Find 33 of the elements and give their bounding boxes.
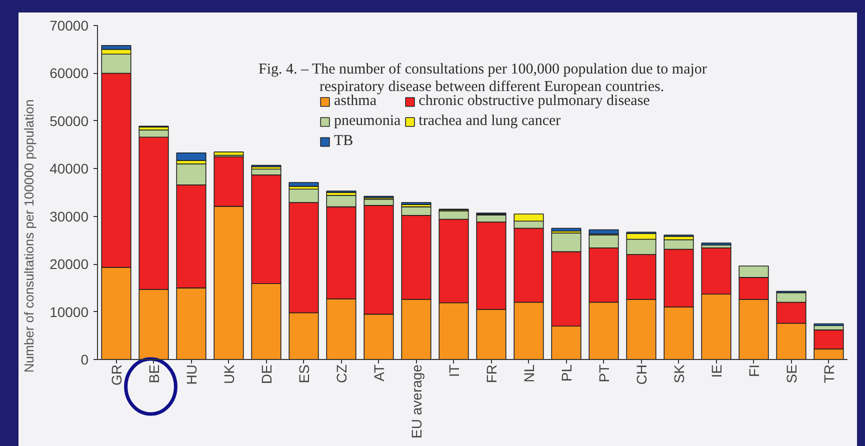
legend-label: pneumonia — [334, 112, 401, 130]
x-tick-label: PL — [558, 364, 574, 382]
x-tick-label: PT — [596, 364, 612, 382]
x-tick-label: HU — [183, 364, 200, 385]
y-tick-label: 50000 — [50, 112, 89, 129]
y-tick-label: 30000 — [50, 208, 89, 224]
y-tick-label: 40000 — [50, 160, 89, 177]
y-axis-title: Number of consultations per 100000 population — [22, 99, 37, 373]
x-tick-label: NL — [520, 364, 537, 382]
x-tick-label: CH — [633, 364, 650, 385]
x-tick-label: UK — [220, 364, 237, 384]
y-tick-label: 10000 — [50, 304, 89, 320]
x-tick-label: EU average — [408, 364, 424, 438]
legend-label: trachea and lung cancer — [418, 112, 561, 130]
y-tick-label: 0 — [80, 352, 89, 368]
x-tick-label: DE — [258, 364, 274, 384]
y-tick-label: 70000 — [50, 18, 89, 34]
x-tick-label: ES — [296, 364, 312, 384]
x-tick-label: IE — [708, 364, 724, 378]
text: Fig. 4. – The number of consultations per 100,000 population due to major respiratory disease between different European countries. — [258, 62, 707, 96]
x-tick-label: FR — [483, 364, 500, 384]
x-tick-label: GR — [108, 364, 124, 386]
y-tick-label: 20000 — [50, 256, 89, 272]
x-tick-label: TR — [820, 364, 837, 384]
y-tick-label: 60000 — [50, 65, 89, 82]
x-tick-label: SK — [670, 364, 687, 384]
x-tick-label: BE — [146, 364, 162, 384]
x-tick-label: CZ — [333, 364, 350, 384]
x-tick-label: IT — [446, 364, 462, 377]
x-tick-label: SE — [783, 364, 800, 384]
x-tick-label: AT — [370, 364, 387, 382]
legend-label: TB — [334, 132, 354, 150]
x-tick-label: FI — [746, 364, 762, 377]
